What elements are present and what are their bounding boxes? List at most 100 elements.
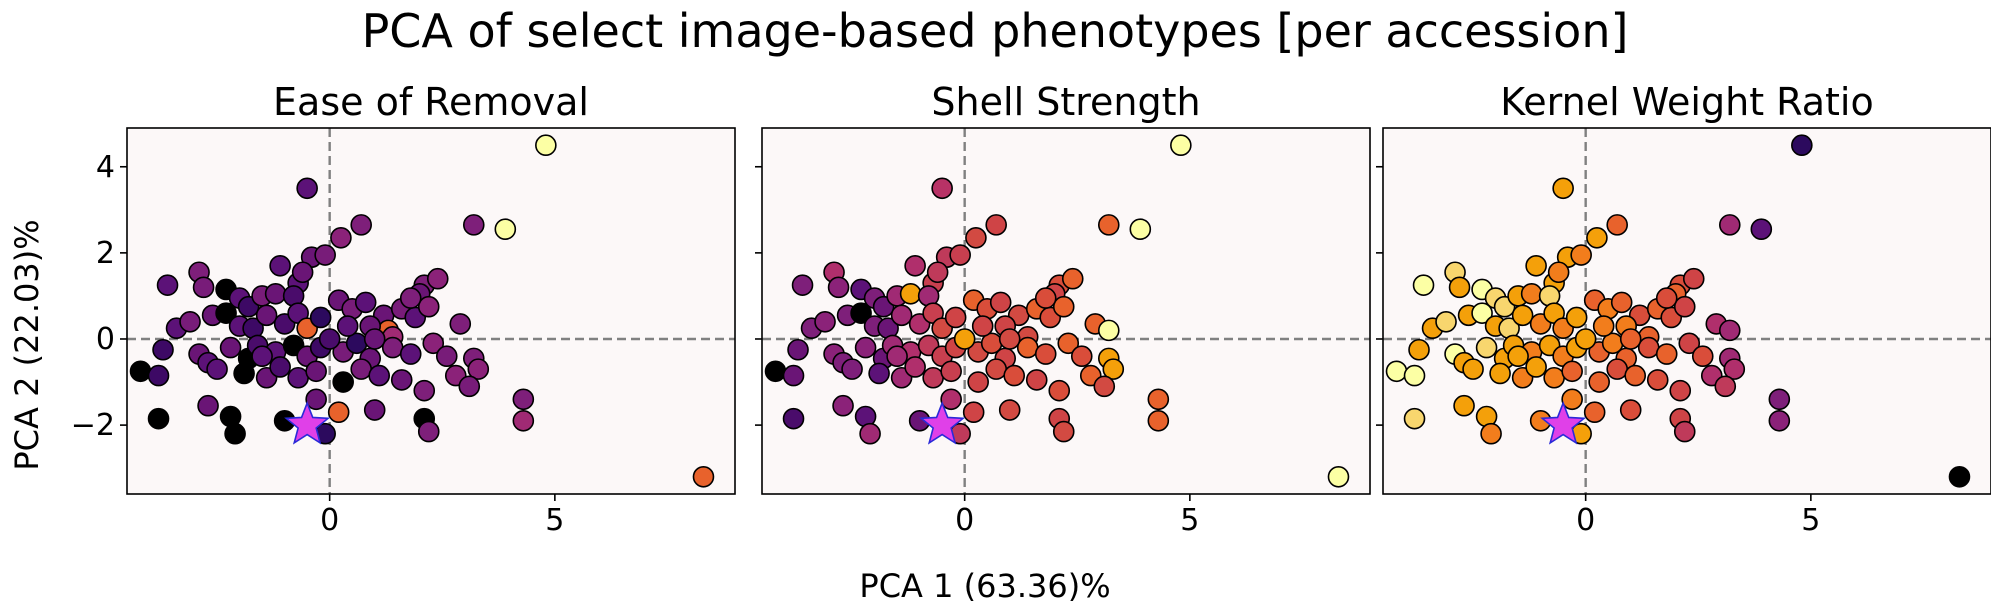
data-point bbox=[1435, 310, 1457, 333]
data-point bbox=[827, 276, 850, 299]
data-point bbox=[305, 388, 327, 411]
data-point bbox=[1768, 388, 1791, 411]
data-point bbox=[1475, 336, 1498, 359]
data-point bbox=[1547, 261, 1570, 284]
data-point bbox=[1619, 399, 1642, 421]
data-point bbox=[1403, 407, 1426, 430]
data-point bbox=[1097, 214, 1120, 236]
data-point bbox=[1606, 214, 1628, 236]
data-point bbox=[129, 360, 152, 383]
data-point bbox=[1025, 369, 1048, 391]
data-point bbox=[787, 338, 809, 361]
data-point bbox=[156, 274, 179, 296]
star-marker bbox=[1540, 400, 1587, 445]
data-point bbox=[998, 399, 1021, 421]
x-tick-label: 5 bbox=[1801, 503, 1820, 538]
data-point bbox=[1655, 343, 1678, 365]
data-point bbox=[886, 345, 908, 368]
data-point bbox=[1102, 358, 1125, 380]
data-point bbox=[192, 276, 215, 299]
data-point bbox=[462, 214, 485, 236]
data-point bbox=[1624, 364, 1647, 387]
data-point bbox=[1586, 227, 1608, 249]
data-point bbox=[1655, 287, 1678, 309]
data-point bbox=[1057, 332, 1080, 355]
data-point bbox=[859, 422, 881, 445]
y-tick-label: 0 bbox=[96, 322, 115, 357]
data-point bbox=[1673, 420, 1696, 443]
data-point bbox=[1561, 360, 1583, 383]
data-point bbox=[233, 362, 255, 385]
data-point bbox=[269, 254, 291, 277]
data-point bbox=[1588, 371, 1610, 393]
data-point bbox=[1669, 379, 1692, 402]
data-point bbox=[1511, 304, 1534, 327]
data-point bbox=[309, 306, 332, 329]
panel-3: Kernel Weight Ratio 0 5 bbox=[1376, 80, 1991, 538]
data-point bbox=[965, 227, 987, 249]
data-point bbox=[426, 267, 449, 290]
data-point bbox=[904, 254, 926, 277]
panel-title: Shell Strength bbox=[931, 80, 1200, 124]
data-point bbox=[332, 371, 354, 393]
data-point bbox=[1525, 254, 1547, 277]
data-point bbox=[782, 364, 805, 387]
data-point bbox=[1471, 302, 1493, 324]
data-point bbox=[1543, 366, 1565, 389]
data-point bbox=[1170, 134, 1192, 157]
data-point bbox=[147, 364, 170, 387]
data-point bbox=[1448, 276, 1471, 299]
data-point bbox=[1408, 338, 1430, 361]
data-point bbox=[318, 328, 341, 350]
data-point bbox=[327, 401, 350, 423]
data-point bbox=[417, 295, 440, 318]
data-point bbox=[381, 336, 404, 359]
star-marker bbox=[919, 400, 966, 445]
data-point bbox=[1034, 287, 1057, 309]
plot-frame bbox=[126, 127, 736, 495]
data-point bbox=[296, 177, 318, 200]
data-point bbox=[413, 379, 436, 402]
data-point bbox=[791, 274, 814, 296]
x-tick-label: 5 bbox=[545, 503, 564, 538]
data-point bbox=[314, 244, 336, 266]
data-point bbox=[922, 366, 944, 389]
data-point bbox=[1673, 295, 1696, 318]
data-point bbox=[782, 407, 805, 430]
data-point bbox=[1592, 315, 1615, 337]
data-point bbox=[841, 358, 863, 380]
data-point bbox=[1583, 401, 1606, 423]
data-point bbox=[251, 345, 273, 368]
data-point bbox=[1637, 336, 1660, 359]
data-point bbox=[1791, 134, 1813, 157]
data-point bbox=[1619, 328, 1642, 350]
data-point bbox=[989, 291, 1012, 314]
y-tick-label: 4 bbox=[96, 150, 115, 185]
data-point bbox=[512, 388, 535, 411]
data-point bbox=[458, 375, 481, 398]
y-axis-label: PCA 2 (22.03)% bbox=[8, 219, 46, 470]
data-point bbox=[1718, 319, 1741, 342]
data-point bbox=[1403, 364, 1426, 387]
data-point bbox=[1646, 369, 1669, 391]
data-point bbox=[971, 315, 994, 337]
data-point bbox=[1453, 394, 1475, 417]
data-point bbox=[152, 338, 174, 361]
data-point bbox=[1412, 274, 1435, 296]
data-point bbox=[962, 401, 985, 423]
data-point bbox=[1034, 343, 1057, 365]
data-point bbox=[764, 360, 787, 383]
data-point bbox=[832, 394, 854, 417]
data-point bbox=[944, 306, 967, 329]
data-point bbox=[1682, 267, 1705, 290]
panel-2: Shell Strength 0 5 bbox=[755, 80, 1371, 538]
data-point bbox=[1489, 362, 1511, 385]
data-point bbox=[291, 261, 314, 284]
star-marker bbox=[284, 400, 331, 445]
y-tick-label: 2 bbox=[96, 236, 115, 271]
y-tick-label: −2 bbox=[71, 408, 115, 443]
data-point bbox=[1052, 420, 1075, 443]
data-point bbox=[269, 356, 291, 378]
